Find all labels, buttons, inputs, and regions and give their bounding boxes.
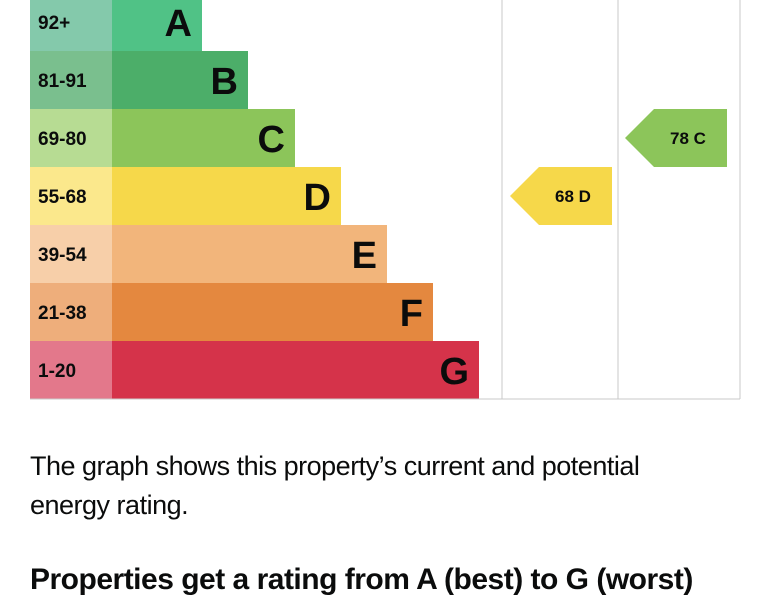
band-range-label: 21-38: [38, 303, 87, 324]
current-rating-label: 68 D: [555, 187, 591, 206]
band-letter: F: [400, 293, 423, 335]
band-range-label: 92+: [38, 13, 70, 34]
band-bar-G: [112, 341, 479, 399]
band-range-label: 81-91: [38, 71, 87, 92]
band-bar-B: [112, 51, 248, 109]
band-range-label: 55-68: [38, 187, 87, 208]
potential-rating-label: 78 C: [670, 129, 706, 148]
potential-rating-arrow: [625, 109, 727, 167]
band-range-label: 69-80: [38, 129, 87, 150]
band-range-label: 1-20: [38, 361, 76, 382]
band-letter: E: [352, 235, 377, 277]
band-bar-F: [112, 283, 433, 341]
band-bar-D: [112, 167, 341, 225]
band-bar-A: [112, 0, 202, 51]
band-range-cell-F: [30, 283, 112, 341]
band-range-cell-G: [30, 341, 112, 399]
band-letter: D: [304, 177, 331, 219]
chart-description: The graph shows this property’s current …: [30, 451, 640, 520]
band-range-cell-E: [30, 225, 112, 283]
band-range-label: 39-54: [38, 245, 87, 266]
rating-heading: Properties get a rating from A (best) to…: [30, 563, 693, 596]
band-bar-E: [112, 225, 387, 283]
band-letter: G: [439, 351, 469, 393]
epc-chart: 92+ A 81-91 B 69-80 C 55-68 D 39-54 E 21-38 F 1-20 G 6…: [30, 0, 741, 400]
band-letter: B: [211, 61, 238, 103]
current-rating-arrow: [510, 167, 612, 225]
band-range-cell-A: [30, 0, 112, 51]
band-bar-C: [112, 109, 295, 167]
band-range-cell-B: [30, 51, 112, 109]
band-letter: A: [165, 3, 192, 45]
band-letter: C: [258, 119, 285, 161]
band-range-cell-D: [30, 167, 112, 225]
band-range-cell-C: [30, 109, 112, 167]
